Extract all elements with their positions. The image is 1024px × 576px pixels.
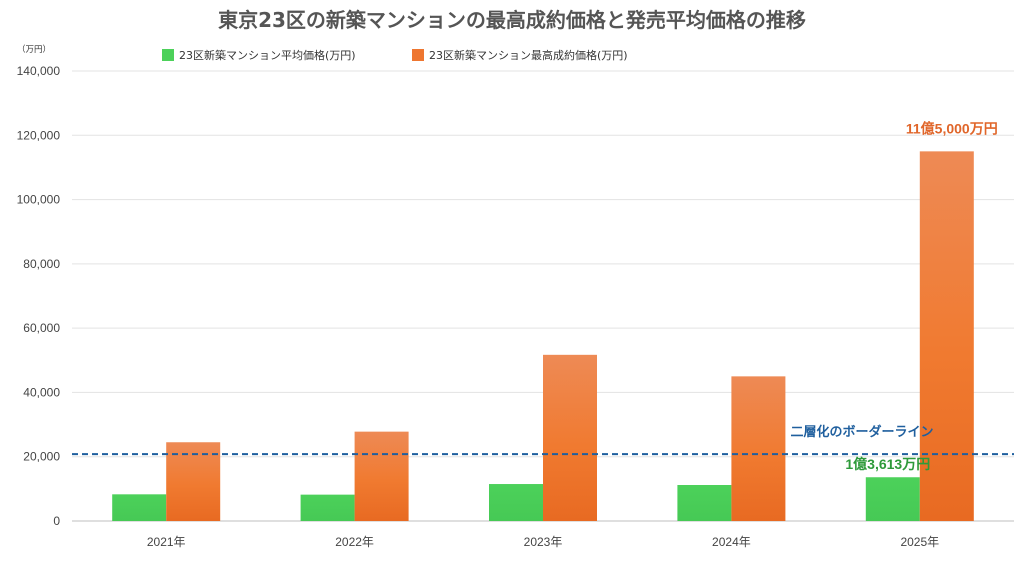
x-tick-label: 2024年: [712, 535, 751, 549]
bar-average-price: [489, 484, 543, 521]
reference-line-group: 二層化のボーダーライン: [72, 424, 1014, 456]
chart-title: 東京23区の新築マンションの最高成約価格と発売平均価格の推移: [218, 8, 806, 32]
data-label-max-price: 11億5,000万円: [906, 120, 998, 136]
x-axis-ticks: 2021年 2022年 2023年 2024年 2025年: [147, 535, 939, 549]
y-tick-label: 40,000: [23, 385, 60, 399]
x-tick-label: 2021年: [147, 535, 186, 549]
bar-average-price: [300, 494, 355, 521]
bar-max-price: [543, 354, 597, 521]
bar-average-price: [677, 485, 732, 521]
data-label-average-price: 1億3,613万円: [845, 456, 930, 472]
y-tick-label: 60,000: [23, 321, 60, 335]
y-tick-label: 120,000: [17, 128, 61, 142]
y-tick-label: 0: [53, 514, 60, 528]
legend: 23区新築マンション平均価格(万円) 23区新築マンション最高成約価格(万円): [162, 48, 628, 62]
y-tick-label: 140,000: [17, 64, 61, 78]
x-tick-label: 2022年: [335, 535, 374, 549]
bar-max-price: [731, 376, 786, 521]
legend-label-average: 23区新築マンション平均価格(万円): [179, 48, 356, 62]
bar-average-price: [112, 494, 167, 521]
y-axis-unit: （万円）: [17, 44, 51, 55]
bar-max-price: [919, 151, 974, 521]
reference-line-label: 二層化のボーダーライン: [790, 424, 933, 439]
x-tick-label: 2023年: [524, 535, 563, 549]
legend-swatch-max: [412, 49, 424, 61]
y-tick-label: 80,000: [23, 257, 60, 271]
y-axis-ticks: 0 20,000 40,000 60,000 80,000 100,000 120,000 1…: [17, 64, 61, 528]
y-tick-label: 100,000: [17, 193, 61, 207]
bar-max-price: [166, 442, 221, 521]
bar-max-price: [354, 431, 409, 521]
legend-label-max: 23区新築マンション最高成約価格(万円): [429, 48, 628, 62]
x-tick-label: 2025年: [900, 535, 939, 549]
bar-average-price: [865, 477, 920, 521]
annotations: 11億5,000万円 1億3,613万円: [845, 120, 997, 472]
bars: [112, 151, 974, 521]
legend-swatch-average: [162, 49, 174, 61]
y-tick-label: 20,000: [23, 450, 60, 464]
